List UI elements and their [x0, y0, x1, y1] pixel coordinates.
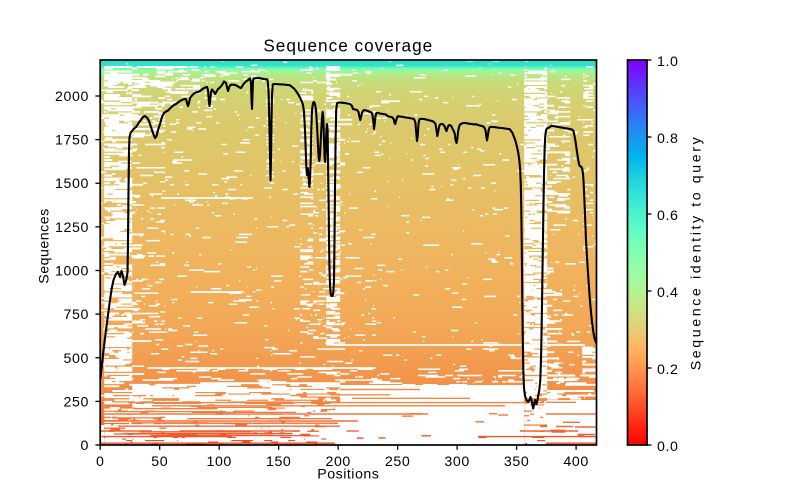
svg-text:Sequences: Sequences: [37, 208, 53, 284]
svg-text:200: 200: [325, 454, 350, 470]
svg-text:0.8: 0.8: [657, 131, 679, 147]
svg-text:Sequence identity to query: Sequence identity to query: [689, 135, 705, 371]
svg-text:0.4: 0.4: [657, 285, 679, 301]
svg-text:1000: 1000: [55, 264, 89, 280]
svg-text:1500: 1500: [55, 176, 89, 192]
svg-text:300: 300: [444, 454, 469, 470]
svg-text:1250: 1250: [55, 220, 89, 236]
svg-text:Positions: Positions: [317, 467, 379, 483]
svg-text:0.0: 0.0: [657, 439, 679, 455]
svg-text:0.6: 0.6: [657, 208, 679, 224]
svg-text:0: 0: [96, 454, 105, 470]
svg-text:750: 750: [64, 307, 89, 323]
svg-text:50: 50: [151, 454, 168, 470]
svg-text:Sequence coverage: Sequence coverage: [263, 36, 433, 56]
svg-text:1750: 1750: [55, 133, 89, 149]
svg-text:150: 150: [266, 454, 291, 470]
svg-text:0.2: 0.2: [657, 362, 679, 378]
svg-text:1.0: 1.0: [657, 54, 679, 70]
svg-text:400: 400: [563, 454, 588, 470]
svg-text:2000: 2000: [55, 89, 89, 105]
svg-text:250: 250: [385, 454, 410, 470]
svg-text:500: 500: [64, 351, 89, 367]
svg-text:250: 250: [64, 394, 89, 410]
svg-text:100: 100: [206, 454, 231, 470]
svg-text:0: 0: [81, 438, 90, 454]
svg-text:350: 350: [504, 454, 529, 470]
